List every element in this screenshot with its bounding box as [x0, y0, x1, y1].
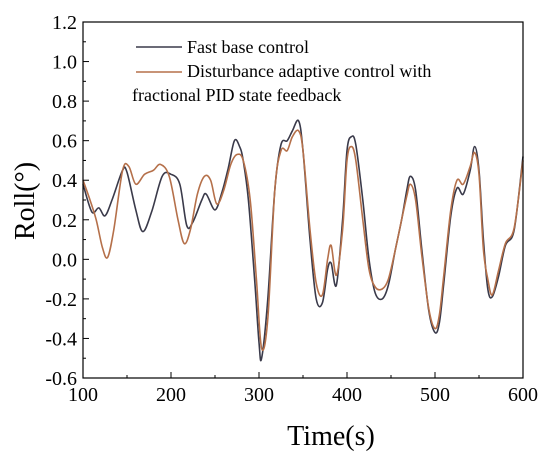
- x-tick-label: 100: [68, 384, 98, 406]
- x-tick-label: 400: [332, 384, 362, 406]
- legend-label-adaptive-line2: fractional PID state feedback: [132, 85, 341, 105]
- legend-label-adaptive-line1: Disturbance adaptive control with: [187, 61, 431, 81]
- y-tick-label: 0.8: [52, 91, 77, 113]
- x-tick-label: 300: [244, 384, 274, 406]
- y-tick-label: 0.4: [52, 170, 77, 192]
- series-disturbance-adaptive-control: [82, 129, 524, 351]
- x-tick-label: 200: [156, 384, 186, 406]
- series-fast-base-control: [82, 119, 524, 362]
- y-tick-label: 0.0: [52, 249, 77, 271]
- y-tick-label: 1.2: [52, 12, 77, 34]
- x-tick-label: 500: [420, 384, 450, 406]
- y-tick-label: 0.2: [52, 210, 77, 232]
- plot-lines: [82, 119, 524, 362]
- y-axis: -0.6 -0.4 -0.2 0.0 0.2 0.4 0.6 0.8 1.0 1.2: [45, 12, 89, 390]
- x-axis-title: Time(s): [287, 421, 375, 452]
- y-tick-label: -0.6: [45, 368, 77, 390]
- y-tick-label: 0.6: [52, 131, 77, 153]
- legend: Fast base control Disturbance adaptive c…: [132, 37, 431, 105]
- x-axis: 100 200 300 400 500 600: [68, 372, 538, 406]
- y-tick-label: -0.2: [45, 289, 77, 311]
- y-tick-label: 1.0: [52, 52, 77, 74]
- legend-label-fast-base: Fast base control: [187, 37, 309, 57]
- y-axis-title: Roll(°): [10, 162, 41, 240]
- x-tick-label: 600: [508, 384, 538, 406]
- y-tick-label: -0.4: [45, 328, 77, 350]
